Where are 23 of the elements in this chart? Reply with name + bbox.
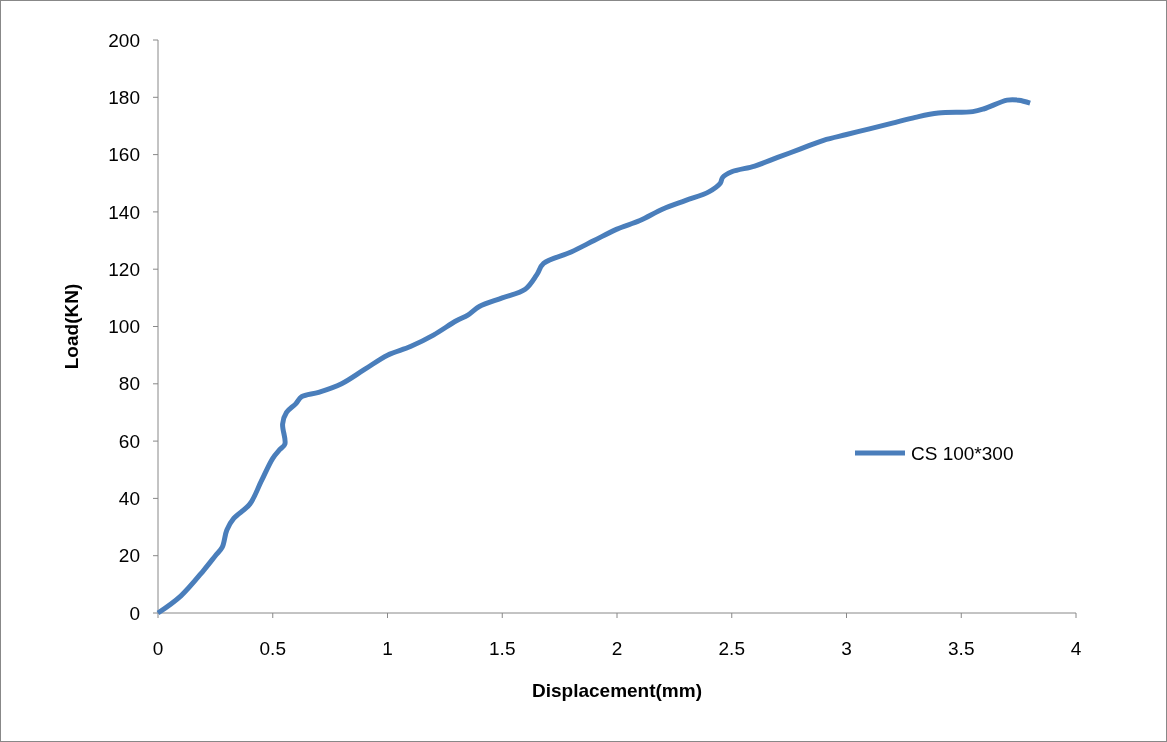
y-tick-label: 0 <box>129 602 140 624</box>
y-tick-label: 60 <box>118 430 140 452</box>
legend-label: CS 100*300 <box>911 442 1014 464</box>
y-tick-label: 160 <box>108 144 140 166</box>
x-tick-label: 3 <box>841 638 852 659</box>
y-tick-label: 80 <box>118 373 140 395</box>
x-axis-title: Displacement(mm) <box>532 680 702 701</box>
y-axis-title: Load(KN) <box>61 283 82 370</box>
x-tick-label: 3.5 <box>948 638 975 659</box>
y-tick-label: 140 <box>108 201 140 223</box>
x-tick-label: 2.5 <box>718 638 745 659</box>
x-tick-label: 2 <box>611 638 623 659</box>
x-tick-label: 0.5 <box>259 638 286 659</box>
x-tick-label: 1.5 <box>489 638 516 659</box>
y-tick-label: 180 <box>108 86 140 108</box>
y-tick-label: 100 <box>108 316 140 338</box>
y-tick-label: 20 <box>118 545 140 567</box>
x-tick-label: 0 <box>152 638 164 659</box>
y-tick-label: 120 <box>108 258 140 280</box>
x-tick-label: 4 <box>1070 638 1082 659</box>
y-tick-label: 200 <box>108 29 140 51</box>
x-tick-label: 1 <box>382 638 393 659</box>
y-tick-label: 40 <box>118 488 140 510</box>
